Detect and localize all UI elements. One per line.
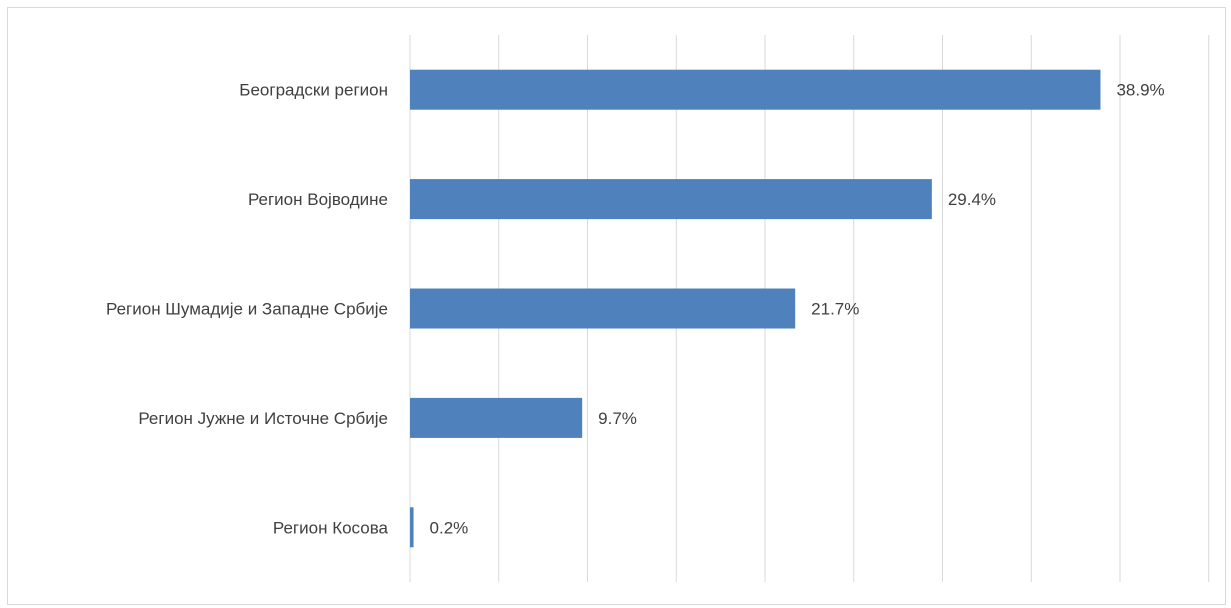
bar: [410, 507, 414, 548]
bar: [410, 69, 1101, 110]
labels: Београдски регион 38.9% Регион Војводине 29…: [106, 81, 1165, 538]
bar: [410, 288, 796, 329]
category-label: Регион Јужне и Источне Србије: [138, 409, 388, 428]
data-label: 21.7%: [811, 300, 859, 319]
data-label: 38.9%: [1116, 81, 1164, 100]
category-label: Регион Шумадије и Западне Србије: [106, 300, 388, 319]
data-label: 29.4%: [948, 190, 996, 209]
gridlines: [409, 35, 1210, 582]
category-label: Регион Војводине: [248, 190, 388, 209]
bar: [410, 179, 932, 220]
bar: [410, 397, 583, 438]
bars: [410, 69, 1101, 548]
category-label: Београдски регион: [239, 81, 388, 100]
category-label: Регион Косова: [273, 518, 389, 537]
data-label: 9.7%: [598, 409, 637, 428]
data-label: 0.2%: [430, 518, 469, 537]
